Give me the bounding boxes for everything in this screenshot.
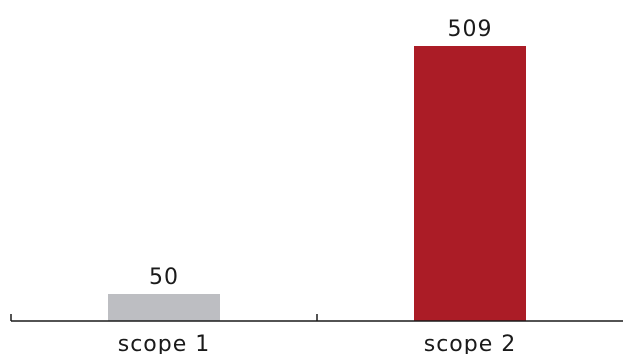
data-label-scope-1: 50 <box>149 265 179 290</box>
data-labels-group: 50 509 <box>149 17 493 290</box>
bars-group <box>108 46 526 321</box>
x-tick-labels-group: scope 1 scope 2 <box>118 332 517 354</box>
bar-scope-1 <box>108 294 220 321</box>
x-tick-label-scope-1: scope 1 <box>118 332 211 354</box>
x-axis <box>10 314 623 322</box>
data-label-scope-2: 509 <box>448 17 493 42</box>
bar-scope-2 <box>414 46 526 321</box>
x-tick-label-scope-2: scope 2 <box>424 332 517 354</box>
